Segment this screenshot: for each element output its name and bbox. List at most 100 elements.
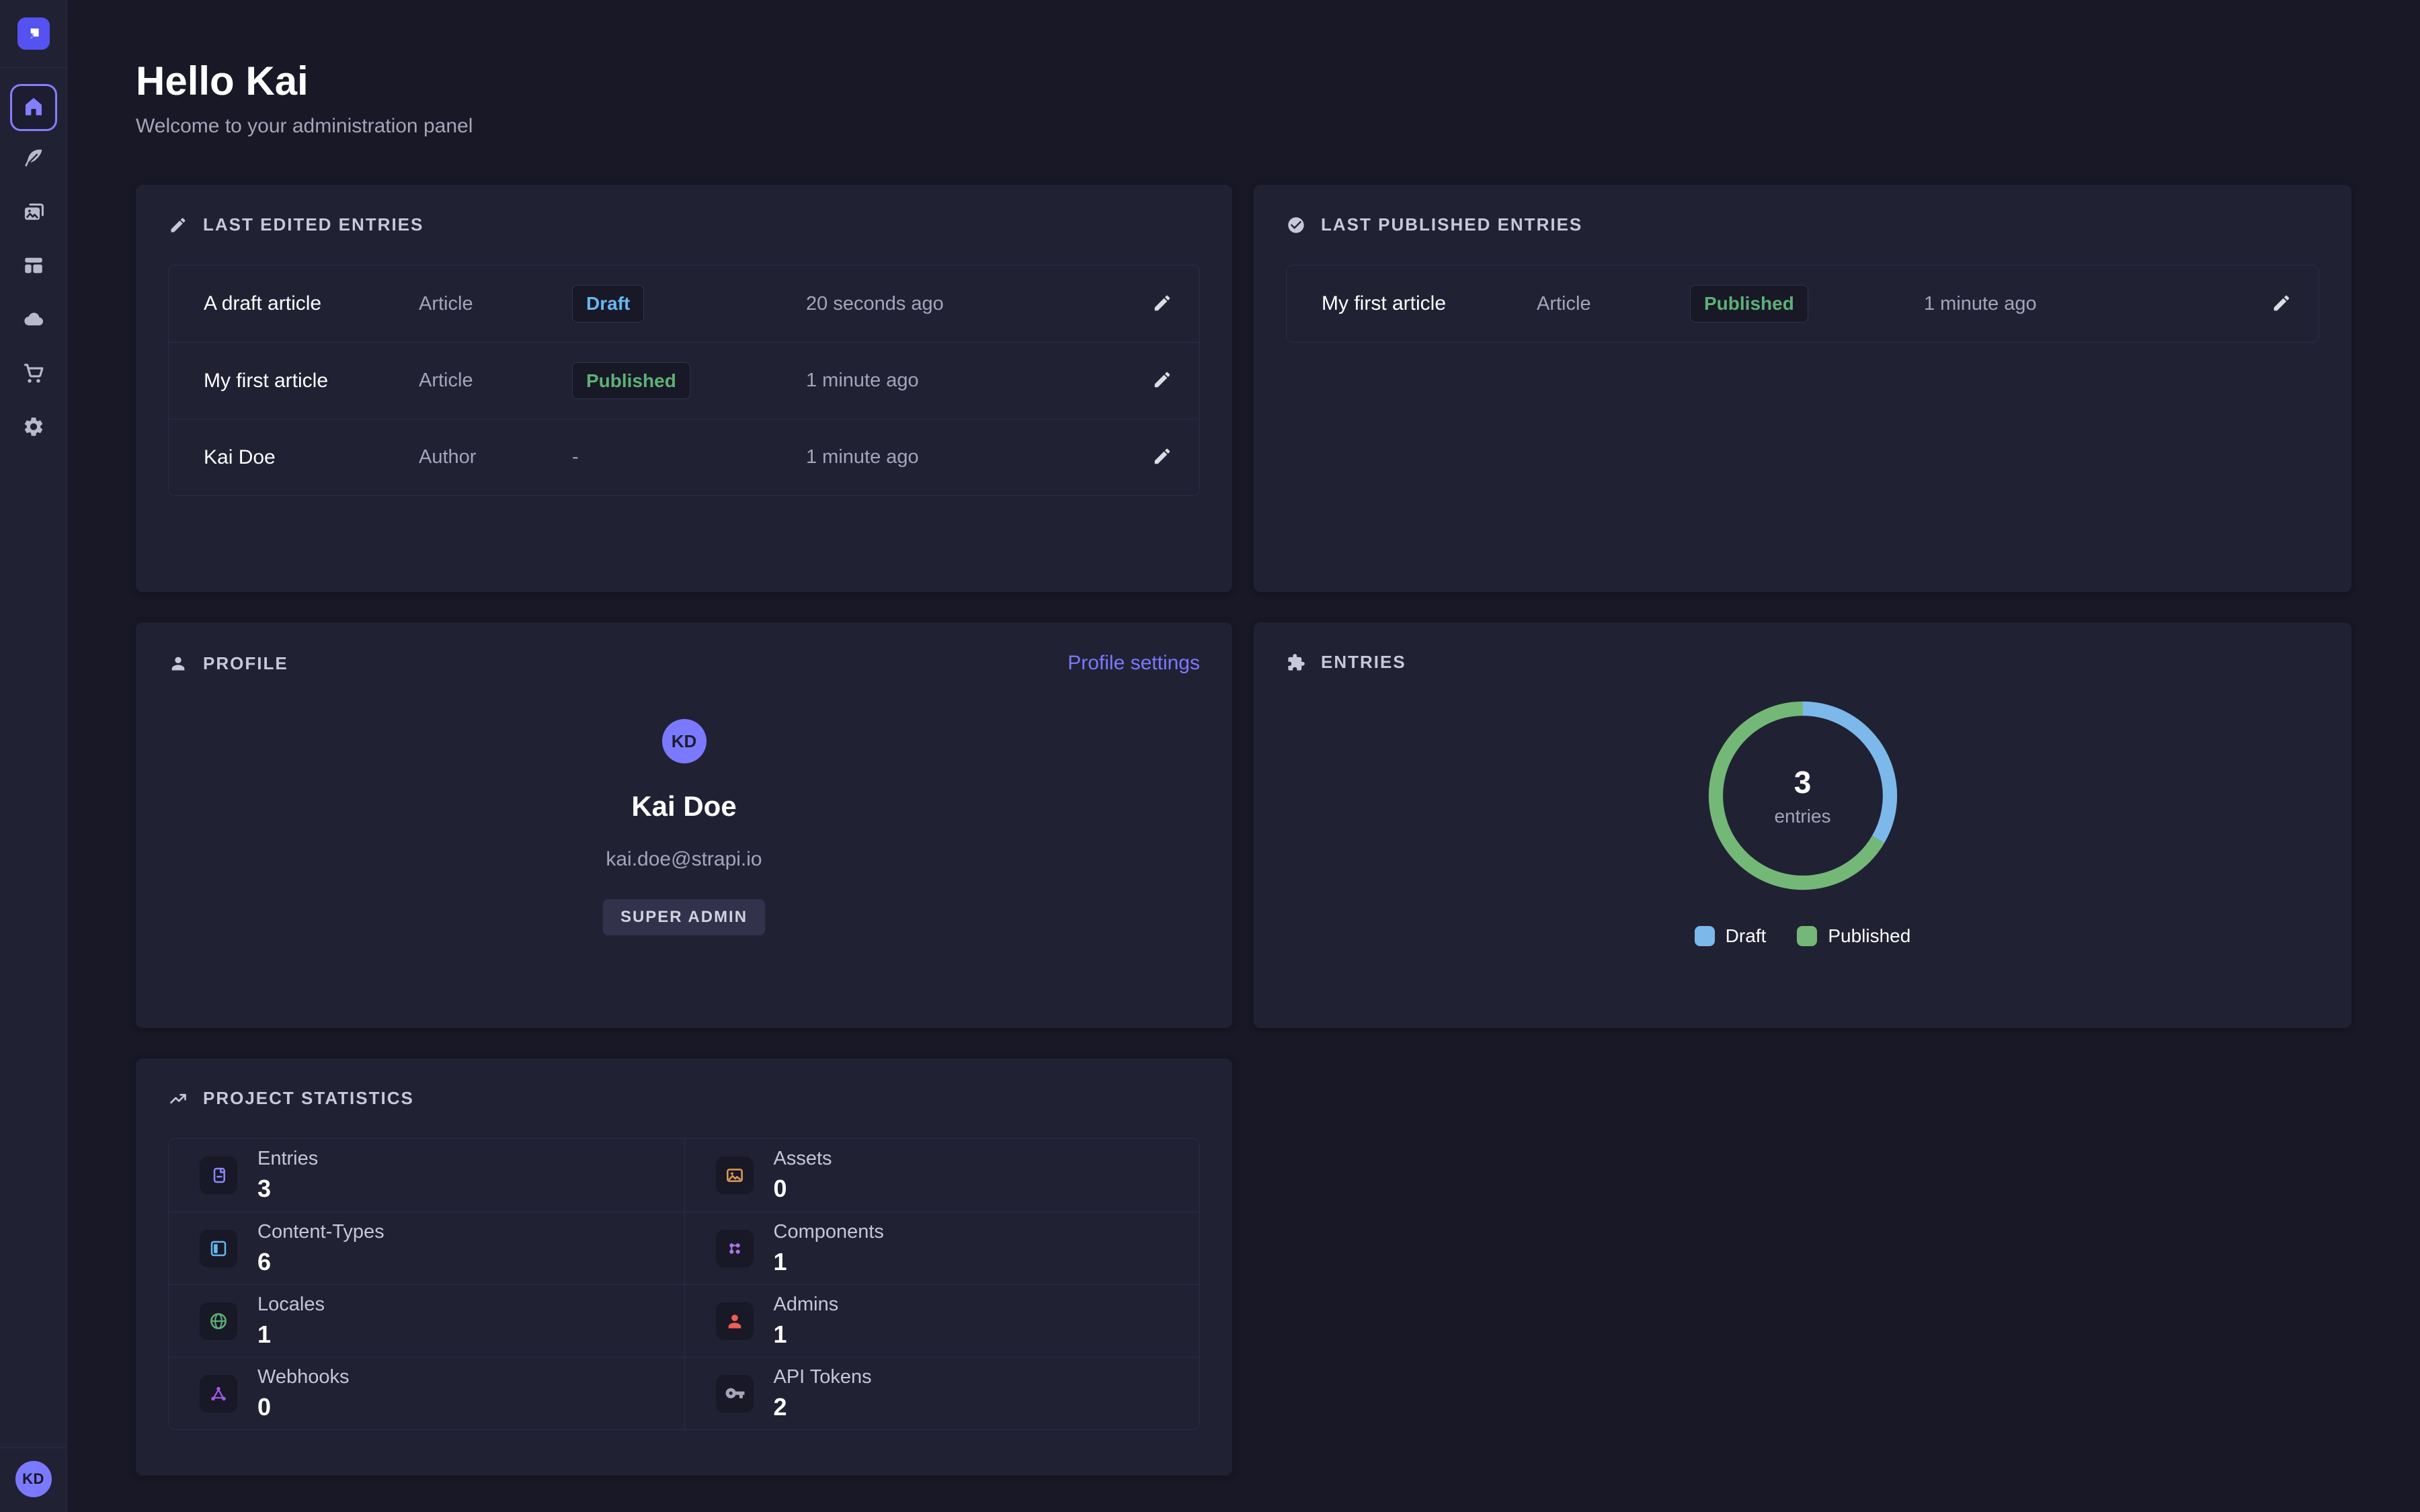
status-cell: Published bbox=[572, 362, 806, 400]
layout-icon bbox=[22, 254, 45, 279]
entries-doc-icon bbox=[200, 1157, 237, 1194]
stat-label: Admins bbox=[773, 1293, 839, 1315]
status-badge: Published bbox=[572, 362, 690, 400]
published-swatch bbox=[1797, 926, 1818, 946]
table-row: Kai Doe Author - 1 minute ago bbox=[169, 419, 1199, 495]
entry-name: A draft article bbox=[204, 292, 322, 314]
user-avatar-menu[interactable]: KD bbox=[15, 1461, 52, 1497]
stat-value: 3 bbox=[257, 1175, 272, 1202]
card-header: ENTRIES bbox=[1286, 652, 2319, 673]
draft-swatch bbox=[1694, 926, 1715, 946]
sidebar-nav bbox=[17, 147, 50, 439]
sidebar-item-marketplace[interactable] bbox=[17, 362, 50, 385]
profile-card: PROFILE Profile settings KD Kai Doe kai.… bbox=[136, 622, 1232, 1028]
edit-entry-button[interactable] bbox=[2271, 293, 2292, 315]
profile-email: kai.doe@strapi.io bbox=[606, 848, 762, 870]
edit-entry-button[interactable] bbox=[1152, 293, 1172, 315]
stat-label: Assets bbox=[773, 1148, 832, 1169]
entries-donut-widget: 3 entries Draft Published bbox=[1286, 673, 2319, 947]
sidebar-divider bbox=[0, 1447, 67, 1448]
table-row: My first article Article Published 1 min… bbox=[1287, 265, 2318, 342]
card-header: PROJECT STATISTICS bbox=[168, 1088, 1200, 1109]
edit-entry-button[interactable] bbox=[1152, 370, 1172, 392]
webhooks-nodes-icon bbox=[200, 1374, 237, 1413]
entry-type: Article bbox=[419, 292, 473, 314]
gear-icon bbox=[22, 415, 45, 440]
home-icon bbox=[22, 95, 46, 121]
stat-admins: Admins 1 bbox=[684, 1284, 1199, 1357]
last-edited-entries-card: LAST EDITED ENTRIES A draft article Arti… bbox=[136, 185, 1232, 592]
dashboard-grid: LAST EDITED ENTRIES A draft article Arti… bbox=[136, 185, 2351, 1476]
card-title: PROJECT STATISTICS bbox=[203, 1088, 414, 1108]
cloud-icon bbox=[22, 308, 45, 333]
assets-image-icon bbox=[715, 1157, 754, 1194]
card-header: LAST PUBLISHED ENTRIES bbox=[1286, 214, 2319, 235]
main-content: Hello Kai Welcome to your administration… bbox=[67, 0, 2420, 1512]
legend-label: Draft bbox=[1725, 925, 1767, 946]
pencil-icon bbox=[1152, 370, 1172, 392]
sidebar-bottom: KD bbox=[0, 1447, 67, 1512]
sidebar-item-content-manager[interactable] bbox=[17, 147, 50, 170]
entry-name: My first article bbox=[204, 369, 329, 392]
stat-api-tokens: API Tokens 2 bbox=[684, 1357, 1199, 1429]
sidebar-item-deploy[interactable] bbox=[17, 308, 50, 331]
locales-globe-icon bbox=[200, 1302, 237, 1340]
card-title: LAST EDITED ENTRIES bbox=[203, 214, 424, 235]
stat-text: API Tokens 2 bbox=[774, 1366, 872, 1421]
sidebar-item-settings[interactable] bbox=[17, 416, 50, 439]
sidebar-divider bbox=[0, 67, 67, 68]
last-published-table: My first article Article Published 1 min… bbox=[1286, 265, 2319, 343]
stat-webhooks: Webhooks 0 bbox=[169, 1357, 684, 1429]
components-puzzle-icon bbox=[715, 1229, 754, 1267]
stat-value: 1 bbox=[773, 1247, 787, 1275]
entry-time: 1 minute ago bbox=[1924, 292, 2037, 314]
entry-type: Article bbox=[1537, 292, 1591, 314]
stat-text: Entries 3 bbox=[257, 1148, 318, 1203]
stat-value: 1 bbox=[257, 1320, 272, 1348]
pencil-icon bbox=[2271, 293, 2292, 315]
strapi-logo-button[interactable] bbox=[17, 17, 50, 50]
strapi-logo-icon bbox=[25, 24, 42, 44]
stat-locales: Locales 1 bbox=[169, 1284, 684, 1357]
stat-text: Assets 0 bbox=[774, 1148, 832, 1203]
stat-text: Locales 1 bbox=[257, 1294, 325, 1349]
stat-value: 0 bbox=[773, 1175, 787, 1202]
entry-type: Author bbox=[419, 446, 477, 468]
last-published-entries-card: LAST PUBLISHED ENTRIES My first article … bbox=[1254, 185, 2351, 592]
chart-legend: Draft Published bbox=[1694, 925, 1910, 947]
role-badge: SUPER ADMIN bbox=[602, 899, 766, 935]
stat-value: 2 bbox=[773, 1392, 787, 1421]
table-row: My first article Article Published 1 min… bbox=[169, 342, 1199, 419]
entry-time: 20 seconds ago bbox=[806, 292, 944, 314]
card-title: PROFILE bbox=[203, 653, 288, 673]
status-cell: - bbox=[572, 446, 806, 468]
edit-entry-button[interactable] bbox=[1152, 446, 1172, 468]
sidebar-item-content-type-builder[interactable] bbox=[17, 255, 50, 278]
status-cell: Draft bbox=[572, 285, 806, 323]
puzzle-icon bbox=[1286, 653, 1306, 673]
sidebar-item-home[interactable] bbox=[9, 84, 57, 131]
entry-name: My first article bbox=[1322, 292, 1447, 314]
legend-item-published: Published bbox=[1797, 925, 1910, 947]
card-title: ENTRIES bbox=[1321, 652, 1406, 672]
avatar: KD bbox=[661, 719, 707, 763]
stat-label: Webhooks bbox=[257, 1366, 350, 1388]
stat-label: Components bbox=[773, 1220, 884, 1243]
status-badge: Published bbox=[1690, 285, 1808, 323]
stat-assets: Assets 0 bbox=[684, 1139, 1200, 1212]
profile-body: KD Kai Doe kai.doe@strapi.io SUPER ADMIN bbox=[168, 675, 1200, 935]
entries-card: ENTRIES 3 entries Draft bbox=[1254, 622, 2351, 1028]
legend-item-draft: Draft bbox=[1694, 925, 1767, 947]
profile-settings-link[interactable]: Profile settings bbox=[1067, 652, 1200, 674]
images-icon bbox=[22, 200, 45, 225]
entry-time: 1 minute ago bbox=[806, 370, 919, 391]
feather-icon bbox=[22, 146, 45, 171]
status-cell: Published bbox=[1690, 285, 1924, 323]
sidebar-item-media-library[interactable] bbox=[17, 201, 50, 224]
stat-label: API Tokens bbox=[773, 1366, 872, 1388]
status-badge: Draft bbox=[572, 285, 645, 323]
page-subtitle: Welcome to your administration panel bbox=[136, 115, 473, 137]
sidebar: KD bbox=[0, 0, 67, 1512]
api-tokens-key-icon bbox=[715, 1374, 754, 1413]
page-title: Hello Kai bbox=[136, 58, 309, 103]
